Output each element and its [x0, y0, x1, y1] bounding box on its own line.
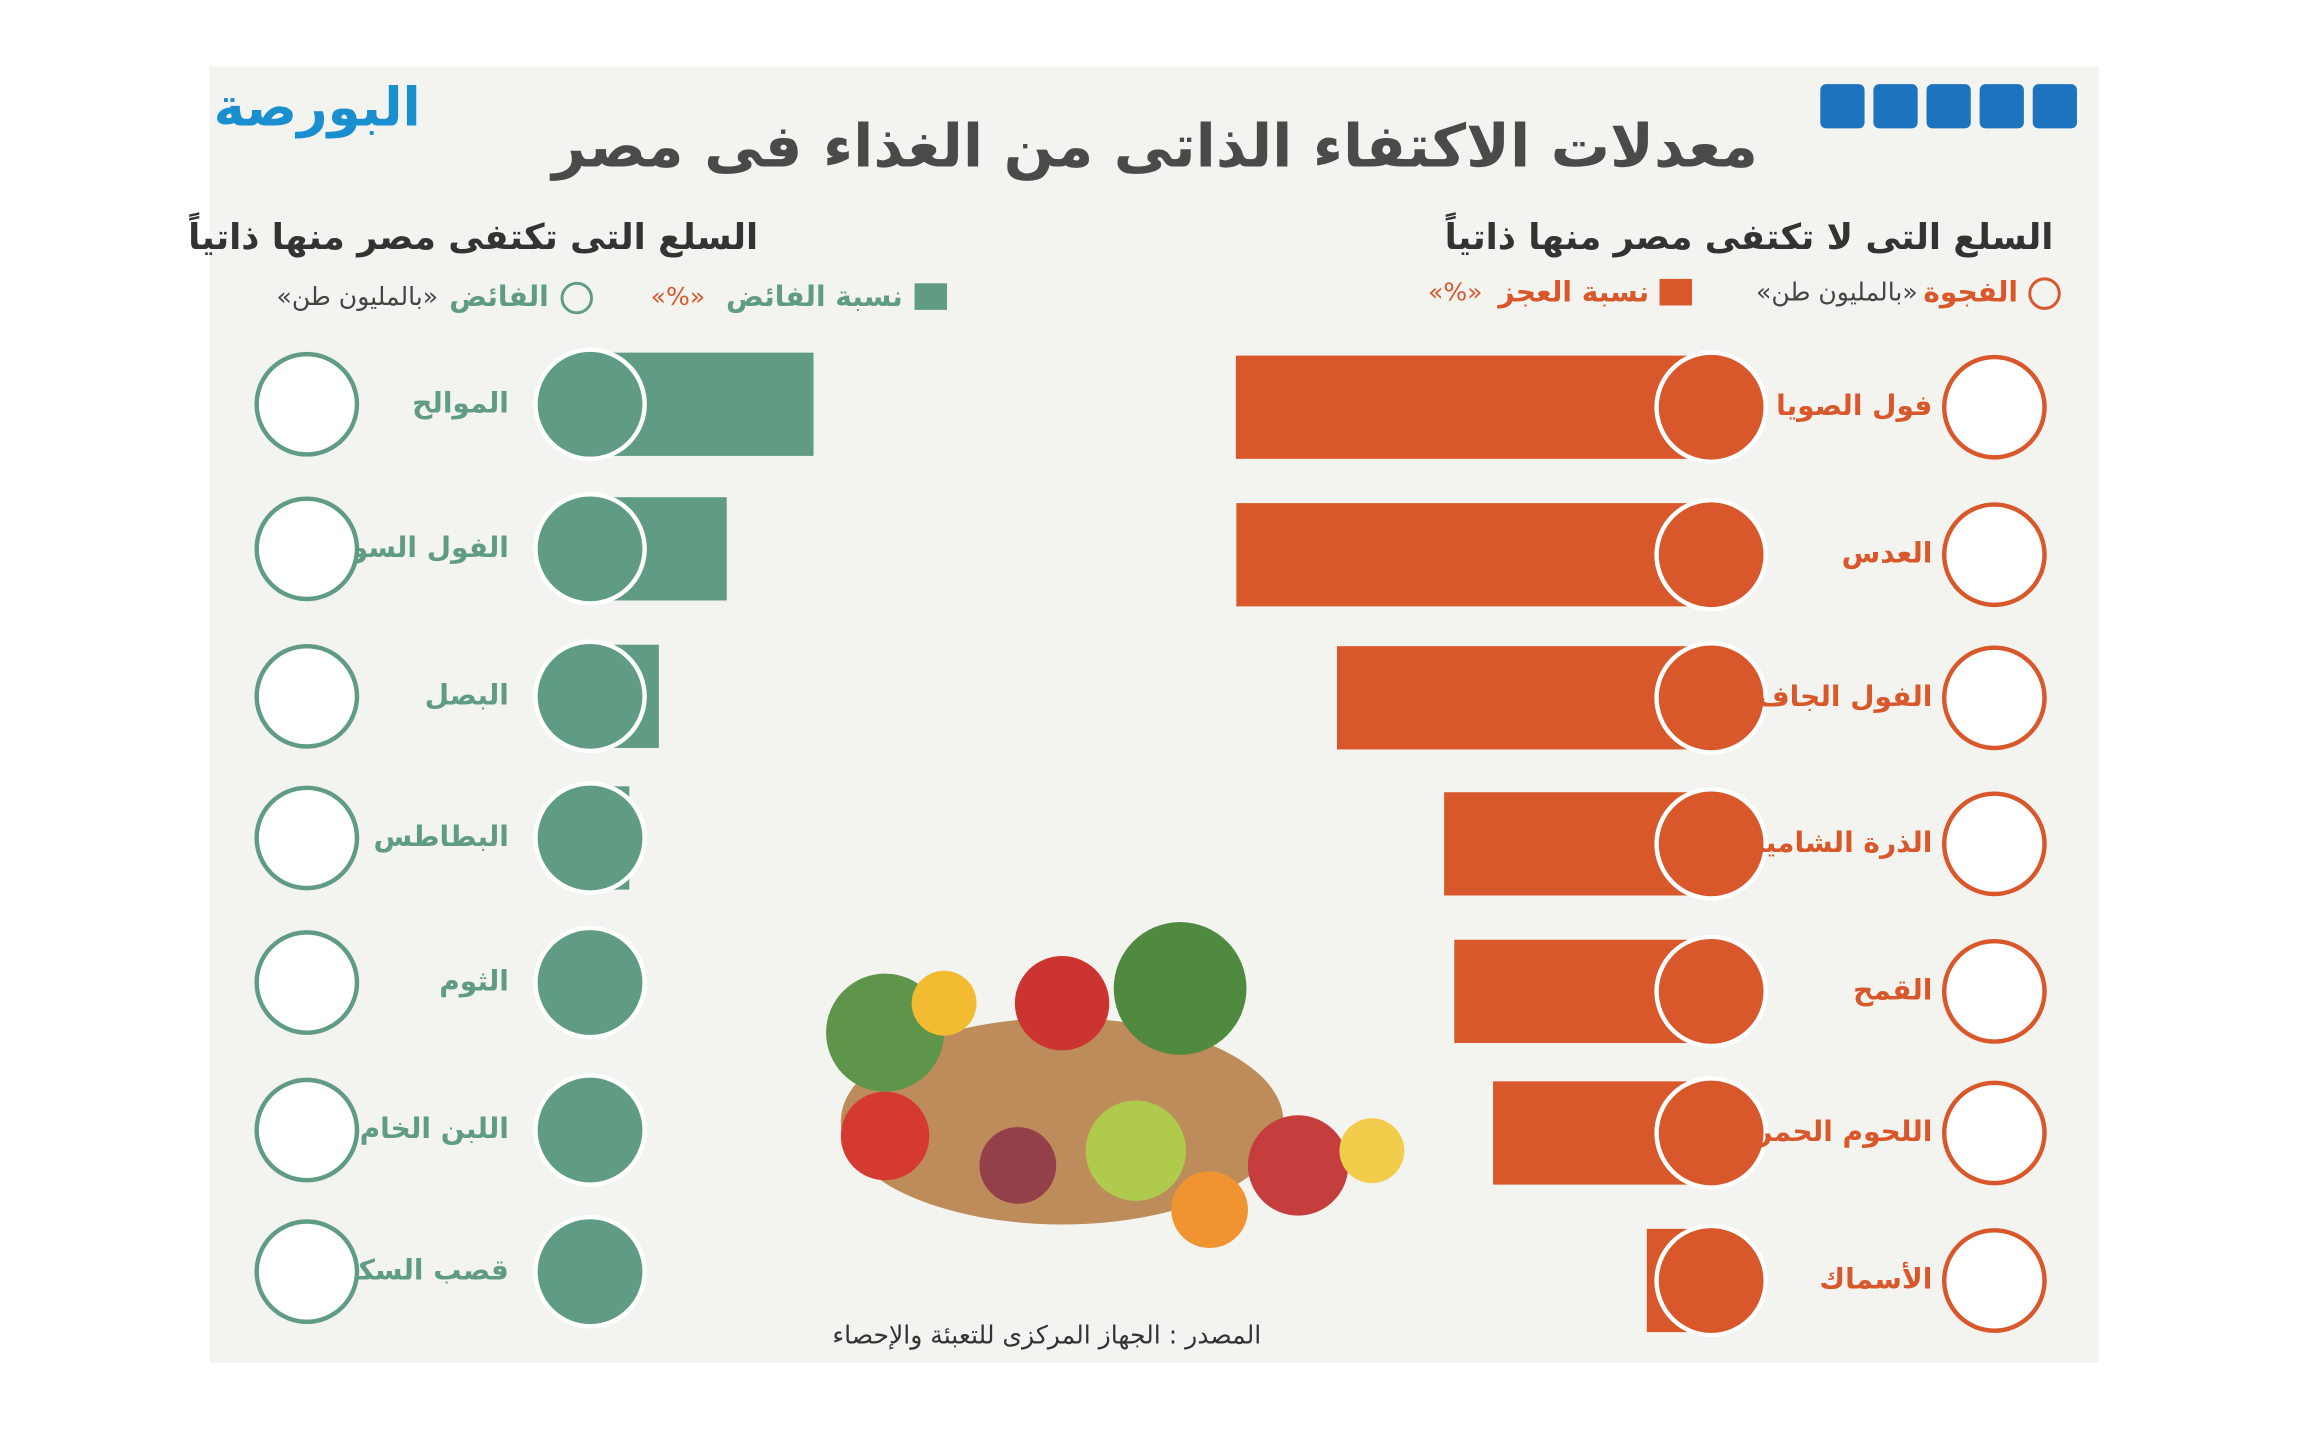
bar [1444, 792, 1694, 896]
item-icon [533, 781, 647, 895]
youtube-icon[interactable] [2032, 84, 2077, 129]
legend-unit: «%» [1428, 278, 1482, 307]
category-label: الثوم [439, 965, 509, 998]
bar [1235, 355, 1694, 459]
gap-circle [1942, 939, 2047, 1044]
legend-label: نسبة العجز [1496, 276, 1649, 309]
item-icon [1654, 641, 1768, 755]
gap-circle [254, 1219, 360, 1325]
category-label: الموالح [412, 386, 509, 419]
legend-unit: «%» [651, 282, 705, 311]
category-label: البطاطس [374, 820, 509, 853]
legend-unit: «بالمليون طن» [1756, 278, 1918, 307]
gap-circle [1942, 1228, 2047, 1333]
gap-circle [1942, 645, 2047, 751]
item-icon [1654, 350, 1768, 465]
category-label: البصل [425, 678, 509, 711]
gap-circle [254, 1077, 360, 1183]
source-note: المصدر : الجهاز المركزى للتعبئة والإحصاء [832, 1321, 1261, 1351]
twitter-icon[interactable] [1979, 84, 2024, 129]
category-label: اللبن الخام [360, 1112, 509, 1145]
gap-circle [254, 496, 360, 602]
item-icon [533, 1073, 647, 1187]
category-label: قصب السكر [339, 1254, 509, 1287]
linkedin-icon[interactable] [1926, 84, 1971, 129]
gap-circle [254, 643, 360, 749]
item-icon [533, 347, 647, 462]
chart-title: السلع التى تكتفى مصر منها ذاتياً [188, 211, 758, 258]
legend-swatch [1659, 278, 1692, 306]
gap-circle [1942, 502, 2047, 608]
category-label: العدس [1842, 537, 1933, 570]
bar [1236, 503, 1694, 607]
main-title: معدلات الاكتفاء الذاتى من الغذاء فى مصر [549, 112, 1758, 182]
legend-unit: «بالمليون طن» [276, 282, 438, 311]
category-label: اللحوم الحمراء [1732, 1115, 1932, 1148]
gap-circle [254, 930, 360, 1035]
chart-title: السلع التى لا تكتفى مصر منها ذاتياً [1445, 211, 2054, 258]
item-icon [1654, 497, 1768, 612]
category-label: الذرة الشامية [1749, 826, 1933, 859]
legend-label: الفائض [449, 280, 549, 313]
gap-circle [1942, 354, 2047, 460]
gap-circle [1942, 791, 2047, 897]
instagram-icon[interactable] [1873, 84, 1918, 129]
gap-circle [254, 351, 360, 457]
item-icon [533, 925, 647, 1040]
facebook-icon[interactable] [1820, 84, 1865, 129]
basket-illustration [826, 922, 1405, 1249]
item-icon [1654, 934, 1768, 1049]
legend-circle [560, 281, 594, 315]
item-icon [533, 1214, 647, 1329]
logo[interactable]: البورصة [214, 76, 421, 138]
gap-circle [1942, 1080, 2047, 1186]
item-icon [533, 639, 647, 754]
category-label: القمح [1853, 973, 1932, 1006]
bar [1454, 939, 1694, 1044]
legend-swatch [914, 283, 948, 310]
legend-circle [2028, 277, 2061, 310]
item-icon [533, 492, 647, 606]
item-icon [1654, 1223, 1768, 1338]
category-label: الأسماك [1819, 1261, 1932, 1295]
item-icon [1654, 787, 1768, 901]
category-label: فول الصويا [1776, 389, 1932, 422]
social-icons [1820, 84, 2077, 129]
item-icon [1654, 1076, 1768, 1190]
bar [1337, 646, 1694, 750]
legend-label: الفجوة [1923, 276, 2018, 309]
category-label: الفول الجاف [1757, 680, 1932, 713]
legend-label: نسبة الفائض [726, 280, 903, 313]
gap-circle [254, 785, 360, 891]
